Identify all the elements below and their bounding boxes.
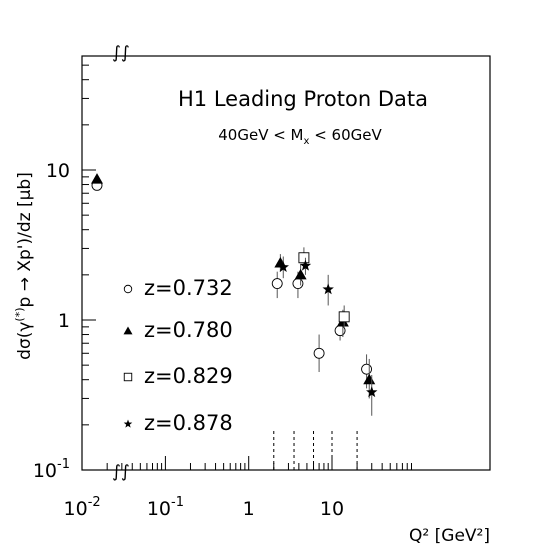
y-axis-label: dσ(γ(*)p → Xp')/dz [μb]	[13, 172, 35, 360]
data-point	[338, 311, 350, 323]
y-label-part: p → Xp')/dz [μb]	[15, 172, 35, 307]
subtitle-end: < 60GeV	[309, 126, 382, 144]
legend: z=0.732 z=0.780 z=0.829 z=0.878	[123, 276, 233, 435]
axis-break-bottom: ∫∫	[112, 462, 130, 482]
legend-label: z=0.780	[144, 318, 233, 342]
x-tick-exponent: -1	[171, 495, 184, 510]
data-point	[298, 252, 310, 264]
bin-lines	[273, 428, 358, 470]
data-point	[361, 363, 373, 375]
chart-title: H1 Leading Proton Data	[178, 87, 428, 111]
data-points	[91, 173, 378, 416]
data-point	[277, 261, 289, 273]
axis-break-top: ∫∫	[112, 43, 130, 63]
y-tick-base: 10	[33, 460, 57, 482]
data-point	[271, 278, 283, 289]
y-tick-exponent: -1	[57, 457, 70, 472]
data-point	[322, 283, 334, 295]
data-point	[299, 259, 312, 271]
legend-label: z=0.732	[144, 276, 233, 300]
x-tick-exponent: -2	[88, 495, 101, 510]
legend-label: z=0.829	[144, 364, 233, 388]
data-point	[292, 278, 304, 289]
legend-marker	[123, 326, 133, 335]
legend-label: z=0.878	[144, 411, 233, 435]
legend-marker	[123, 284, 133, 294]
subtitle-subscript: x	[304, 136, 310, 147]
y-tick-label: 1	[58, 310, 70, 332]
data-point	[294, 268, 307, 280]
data-point	[334, 325, 346, 337]
subtitle-main: 40GeV < M	[218, 126, 303, 144]
data-point	[313, 347, 325, 359]
data-point	[363, 373, 376, 385]
y-label-part: dσ(γ	[15, 322, 35, 360]
x-tick-label: 10	[320, 498, 344, 520]
legend-marker	[123, 419, 133, 428]
chart-subtitle: 40GeV < Mx < 60GeV	[218, 126, 382, 147]
x-axis-label: Q² [GeV²]	[409, 526, 490, 545]
y-tick-label: 10	[46, 160, 70, 182]
y-tick-label: 10-1	[33, 457, 70, 482]
photoproduction-point	[91, 173, 103, 184]
x-tick-base: 10	[147, 498, 171, 520]
legend-marker	[123, 372, 133, 382]
x-tick-label: 10-1	[147, 495, 184, 520]
x-tick-base: 10	[64, 498, 88, 520]
x-tick-label: 1	[243, 498, 255, 520]
y-label-superscript: (*)	[13, 307, 26, 321]
x-tick-label: 10-2	[64, 495, 101, 520]
data-point	[366, 386, 378, 398]
plot-frame	[81, 55, 491, 471]
